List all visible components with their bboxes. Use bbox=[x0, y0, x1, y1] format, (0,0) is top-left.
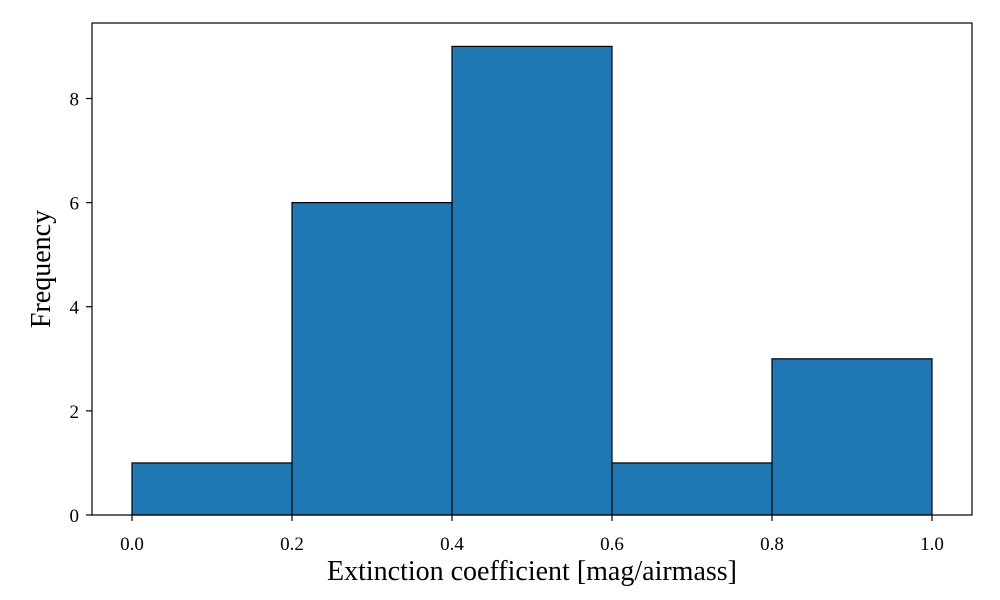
plot-frame bbox=[91, 22, 973, 516]
y-tick-label: 8 bbox=[70, 89, 80, 110]
x-tick-label: 0.6 bbox=[600, 534, 624, 555]
bar-4 bbox=[771, 358, 933, 516]
x-tick-label: 0.8 bbox=[760, 534, 784, 555]
y-tick-label: 4 bbox=[70, 298, 80, 319]
x-tick-label: 1.0 bbox=[920, 534, 944, 555]
bar-0 bbox=[131, 462, 293, 516]
bars-group bbox=[131, 45, 933, 516]
x-tick-label: 0.4 bbox=[440, 534, 464, 555]
y-tick-label: 0 bbox=[70, 506, 80, 527]
x-axis-ticks: 0.0 0.2 0.4 0.6 0.8 1.0 bbox=[120, 515, 944, 555]
y-tick-label: 6 bbox=[70, 194, 80, 215]
bar-3 bbox=[611, 462, 773, 516]
y-axis-ticks: 0 2 4 6 8 bbox=[70, 89, 92, 527]
bar-1 bbox=[291, 202, 453, 516]
y-axis-label: Frequency bbox=[26, 210, 57, 328]
bar-2 bbox=[451, 45, 613, 516]
x-axis-label: Extinction coefficient [mag/airmass] bbox=[327, 556, 737, 587]
x-tick-label: 0.2 bbox=[280, 534, 304, 555]
x-tick-label: 0.0 bbox=[120, 534, 144, 555]
y-tick-label: 2 bbox=[70, 402, 80, 423]
